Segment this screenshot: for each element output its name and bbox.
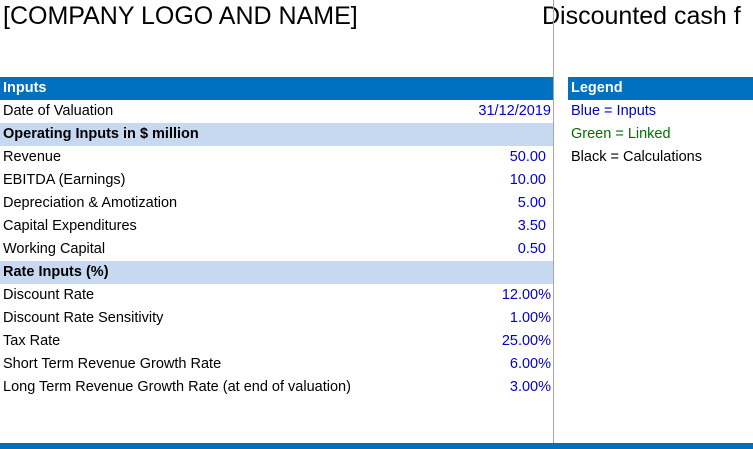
- date-value[interactable]: 31/12/2019: [478, 103, 551, 119]
- table-row[interactable]: Short Term Revenue Growth Rate 6.00%: [0, 353, 553, 376]
- row-value[interactable]: 12.00%: [501, 287, 551, 303]
- row-label: Depreciation & Amotization: [3, 195, 178, 211]
- sheet-title: Discounted cash f: [542, 2, 741, 30]
- company-name: [COMPANY LOGO AND NAME]: [3, 2, 358, 30]
- row-value[interactable]: 3.50: [517, 218, 546, 234]
- table-row[interactable]: Working Capital 0.50: [0, 238, 553, 261]
- row-value[interactable]: 3.00%: [509, 379, 551, 395]
- table-row[interactable]: Depreciation & Amotization 5.00: [0, 192, 553, 215]
- table-row[interactable]: Discount Rate 12.00%: [0, 284, 553, 307]
- table-row[interactable]: Capital Expenditures 3.50: [0, 215, 553, 238]
- table-row[interactable]: Revenue 50.00: [0, 146, 553, 169]
- row-label: Revenue: [3, 149, 62, 165]
- legend-header: Legend: [568, 77, 753, 100]
- bottom-border: [0, 443, 753, 449]
- legend-calculations: Black = Calculations: [571, 149, 702, 165]
- operating-inputs-header: Operating Inputs in $ million: [0, 123, 553, 146]
- row-label: Discount Rate Sensitivity: [3, 310, 164, 326]
- row-label: Working Capital: [3, 241, 106, 257]
- legend-inputs: Blue = Inputs: [571, 103, 657, 119]
- rate-inputs-header: Rate Inputs (%): [0, 261, 553, 284]
- operating-inputs-title: Operating Inputs in $ million: [3, 126, 199, 142]
- row-value[interactable]: 5.00: [517, 195, 546, 211]
- table-row[interactable]: EBITDA (Earnings) 10.00: [0, 169, 553, 192]
- row-value[interactable]: 0.50: [517, 241, 546, 257]
- table-row[interactable]: Tax Rate 25.00%: [0, 330, 553, 353]
- inputs-header: Inputs: [0, 77, 553, 100]
- row-label: Short Term Revenue Growth Rate: [3, 356, 222, 372]
- row-value[interactable]: 50.00: [509, 149, 546, 165]
- row-label: EBITDA (Earnings): [3, 172, 126, 188]
- table-row[interactable]: Discount Rate Sensitivity 1.00%: [0, 307, 553, 330]
- row-label: Tax Rate: [3, 333, 61, 349]
- legend-linked: Green = Linked: [571, 126, 671, 142]
- row-value[interactable]: 10.00: [509, 172, 546, 188]
- rate-inputs-title: Rate Inputs (%): [3, 264, 109, 280]
- row-value[interactable]: 1.00%: [509, 310, 551, 326]
- row-label: Long Term Revenue Growth Rate (at end of…: [3, 379, 351, 395]
- row-label: Capital Expenditures: [3, 218, 137, 234]
- date-row[interactable]: Date of Valuation 31/12/2019: [0, 100, 553, 123]
- row-label: Discount Rate: [3, 287, 95, 303]
- row-value[interactable]: 25.00%: [501, 333, 551, 349]
- column-divider: [553, 0, 554, 449]
- table-row[interactable]: Long Term Revenue Growth Rate (at end of…: [0, 376, 553, 399]
- date-label: Date of Valuation: [3, 103, 114, 119]
- row-value[interactable]: 6.00%: [509, 356, 551, 372]
